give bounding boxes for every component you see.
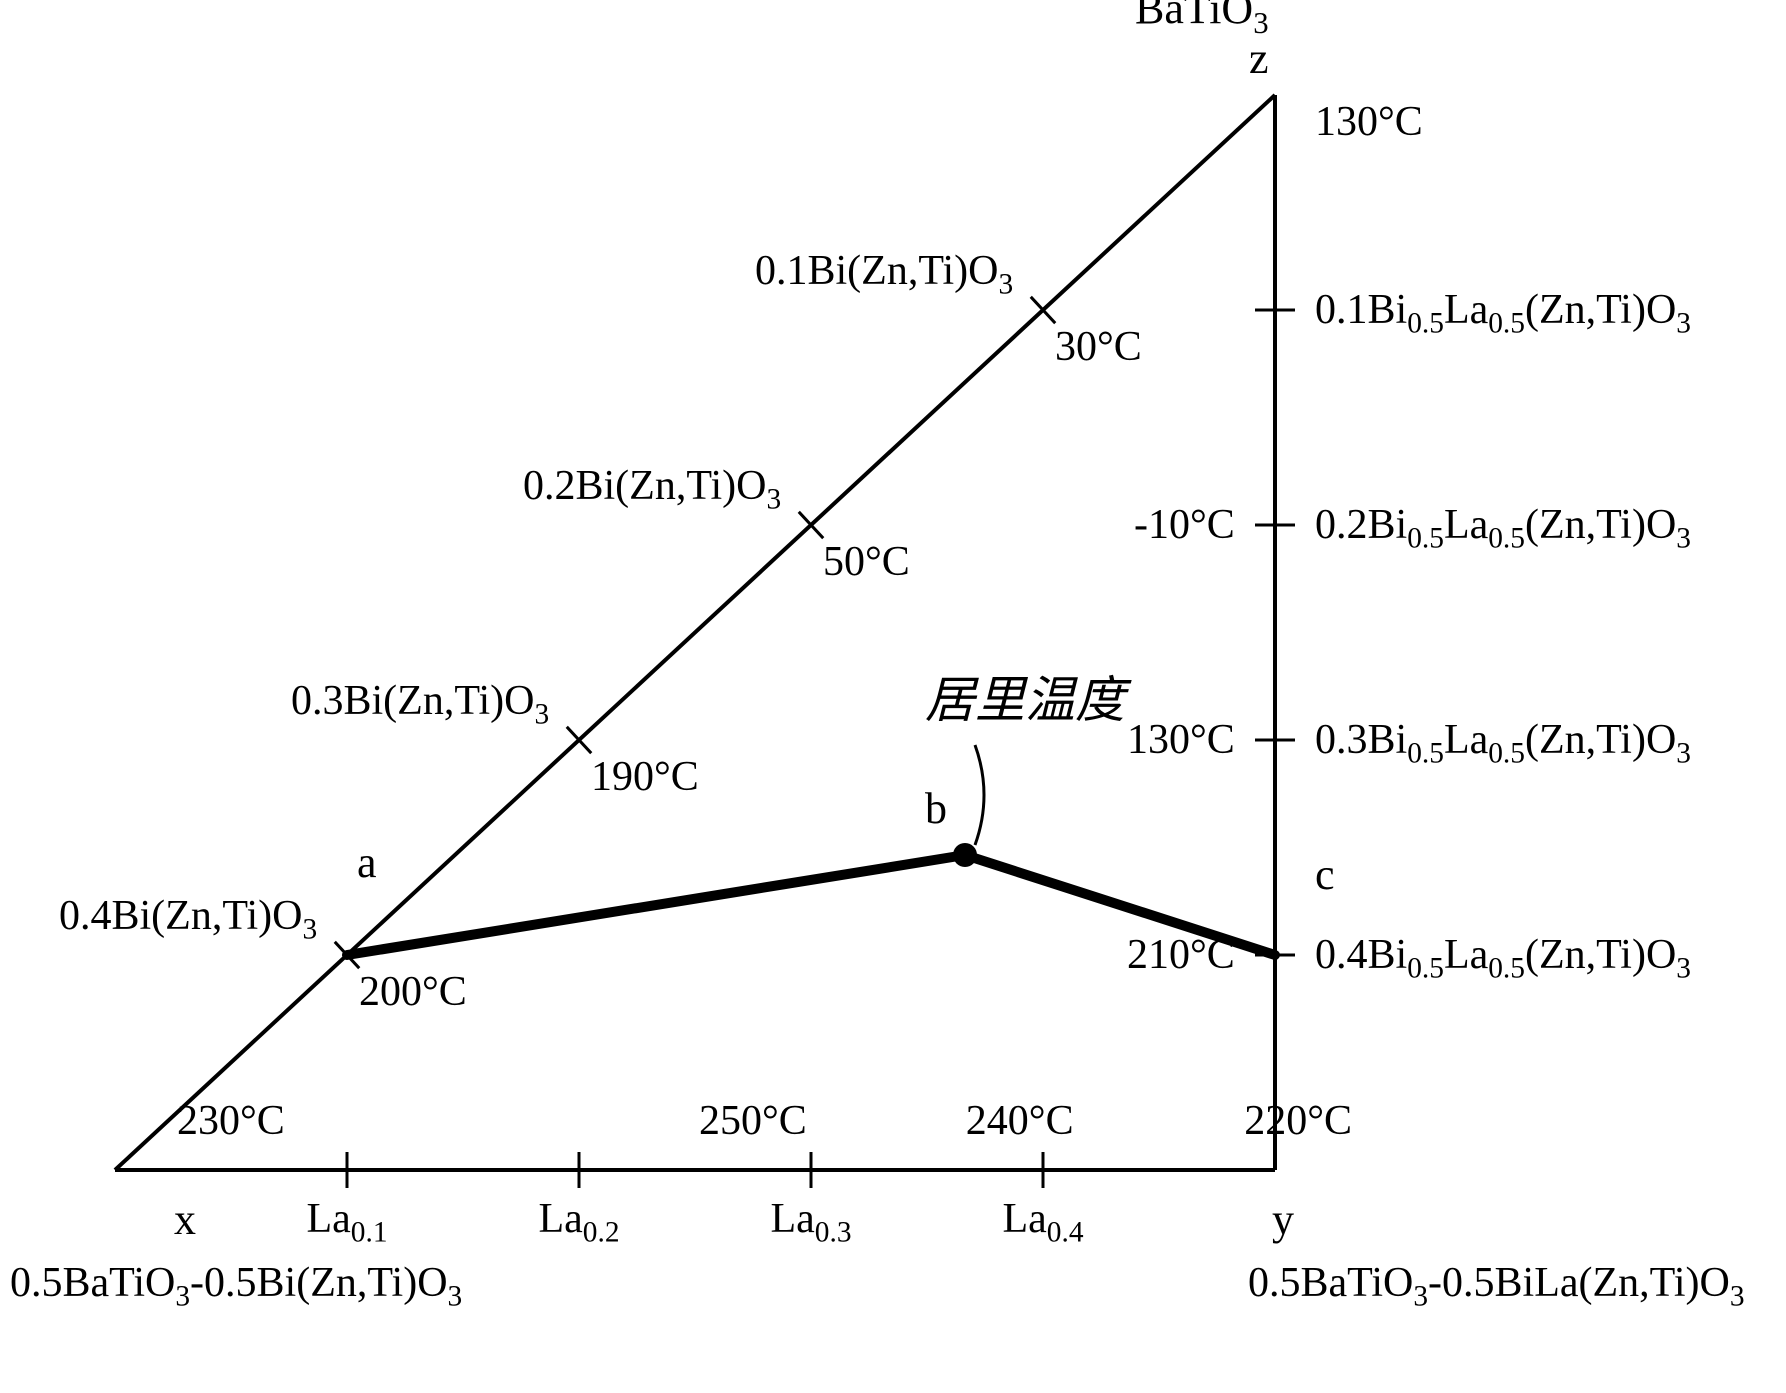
vertex-z-name: z	[1249, 37, 1269, 81]
vertex-y-compound: 0.5BaTiO3-0.5BiLa(Zn,Ti)O3	[1248, 1262, 1745, 1304]
left-edge-compound-label: 0.3Bi(Zn,Ti)O3	[291, 680, 549, 722]
right-edge-compound-label: 0.4Bi0.5La0.5(Zn,Ti)O3	[1315, 934, 1691, 976]
right-edge-compound-label: 0.3Bi0.5La0.5(Zn,Ti)O3	[1315, 719, 1691, 761]
right-edge-temp-label: -10°C	[1134, 504, 1235, 546]
bottom-temp-label: 230°C	[177, 1100, 285, 1142]
bottom-temp-label: 220°C	[1244, 1100, 1352, 1142]
left-edge-temp-label: 50°C	[823, 541, 910, 583]
point-a-label: a	[357, 841, 377, 885]
vertex-z-temp-label: 130°C	[1315, 101, 1423, 143]
right-edge-compound-label: 0.1Bi0.5La0.5(Zn,Ti)O3	[1315, 289, 1691, 331]
vertex-y-name: y	[1272, 1198, 1294, 1242]
right-edge-temp-label: 130°C	[1127, 719, 1235, 761]
right-edge-temp-label: 210°C	[1127, 934, 1235, 976]
left-edge-temp-label: 30°C	[1055, 326, 1142, 368]
vertex-x-name: x	[174, 1198, 196, 1242]
bottom-edge-la-label: La0.1	[307, 1198, 388, 1240]
vertex-x-compound: 0.5BaTiO3-0.5Bi(Zn,Ti)O3	[10, 1262, 462, 1304]
vertex-z-compound: BaTiO3	[1135, 0, 1269, 31]
bottom-edge-la-label: La0.3	[771, 1198, 852, 1240]
point-b-label: b	[925, 787, 947, 831]
bottom-temp-label: 240°C	[966, 1100, 1074, 1142]
left-edge-compound-label: 0.4Bi(Zn,Ti)O3	[59, 895, 317, 937]
curie-temp-label: 居里温度	[925, 675, 1125, 725]
bottom-edge-la-label: La0.4	[1003, 1198, 1084, 1240]
left-edge-compound-label: 0.2Bi(Zn,Ti)O3	[523, 465, 781, 507]
phase-diagram-svg	[0, 0, 1786, 1393]
left-edge-temp-label: 200°C	[359, 971, 467, 1013]
bottom-temp-label: 250°C	[699, 1100, 807, 1142]
bottom-edge-la-label: La0.2	[539, 1198, 620, 1240]
left-edge-compound-label: 0.1Bi(Zn,Ti)O3	[755, 250, 1013, 292]
right-edge-compound-label: 0.2Bi0.5La0.5(Zn,Ti)O3	[1315, 504, 1691, 546]
left-edge-temp-label: 190°C	[591, 756, 699, 798]
point-c-label: c	[1315, 853, 1335, 897]
